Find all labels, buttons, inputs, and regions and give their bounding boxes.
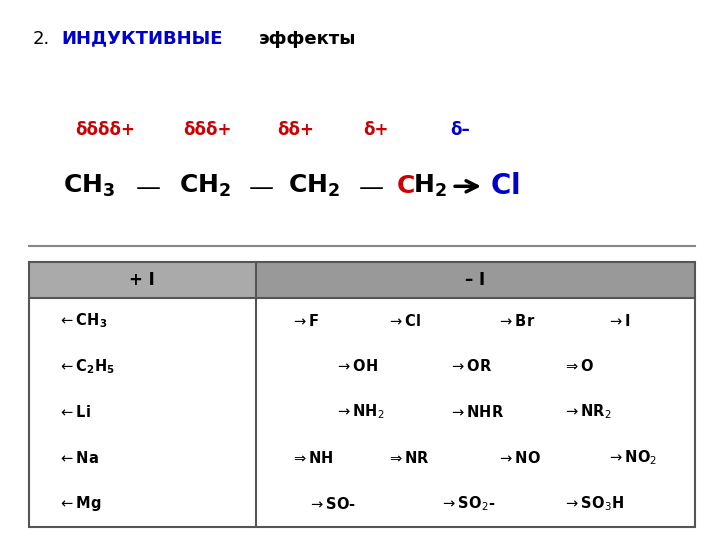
Bar bbox=[29, 262, 695, 526]
Text: $\mathbf{CH_3}$: $\mathbf{CH_3}$ bbox=[63, 173, 116, 199]
Text: $\Rightarrow$O: $\Rightarrow$O bbox=[563, 358, 595, 374]
Text: $\rightarrow$SO-: $\rightarrow$SO- bbox=[308, 496, 356, 511]
Text: $\rightarrow$NO: $\rightarrow$NO bbox=[498, 450, 541, 466]
Text: δδδδ+: δδδδ+ bbox=[76, 120, 135, 139]
Text: $\leftarrow\mathbf{Mg}$: $\leftarrow\mathbf{Mg}$ bbox=[58, 494, 102, 513]
Text: $\rightarrow$F: $\rightarrow$F bbox=[291, 313, 320, 328]
Text: δ+: δ+ bbox=[364, 120, 389, 139]
Text: $\mathbf{Cl}$: $\mathbf{Cl}$ bbox=[490, 172, 519, 200]
Text: $\rightarrow$NO$_2$: $\rightarrow$NO$_2$ bbox=[607, 449, 657, 467]
Text: $\mathbf{H_2}$: $\mathbf{H_2}$ bbox=[413, 173, 446, 199]
Text: $\leftarrow\mathbf{Li}$: $\leftarrow\mathbf{Li}$ bbox=[58, 404, 91, 420]
Text: $\mathbf{—}$: $\mathbf{—}$ bbox=[248, 174, 274, 198]
Text: $\leftarrow\mathbf{CH_3}$: $\leftarrow\mathbf{CH_3}$ bbox=[58, 311, 107, 330]
Text: δ–: δ– bbox=[450, 120, 469, 139]
Text: $\leftarrow\mathbf{C_2H_5}$: $\leftarrow\mathbf{C_2H_5}$ bbox=[58, 357, 114, 376]
Bar bbox=[29, 262, 256, 298]
Text: $\mathbf{—}$: $\mathbf{—}$ bbox=[135, 174, 161, 198]
Text: $\rightarrow$NHR: $\rightarrow$NHR bbox=[449, 404, 504, 420]
Text: $\rightarrow$SO$_2$-: $\rightarrow$SO$_2$- bbox=[440, 494, 495, 513]
Bar bbox=[256, 262, 695, 298]
Text: – I: – I bbox=[465, 271, 485, 289]
Text: $\mathbf{CH_2}$: $\mathbf{CH_2}$ bbox=[288, 173, 340, 199]
Text: $\rightarrow$Cl: $\rightarrow$Cl bbox=[387, 313, 422, 328]
Text: $\Rightarrow$NR: $\Rightarrow$NR bbox=[387, 450, 430, 466]
Text: $\rightarrow$SO$_3$H: $\rightarrow$SO$_3$H bbox=[563, 494, 624, 513]
Text: 2.: 2. bbox=[32, 30, 50, 48]
Text: $\rightarrow$I: $\rightarrow$I bbox=[607, 313, 631, 328]
Text: $\rightarrow$Br: $\rightarrow$Br bbox=[498, 313, 536, 328]
Text: $\rightarrow$OH: $\rightarrow$OH bbox=[335, 358, 378, 374]
Text: + I: + I bbox=[130, 271, 155, 289]
Text: $\mathbf{C}$: $\mathbf{C}$ bbox=[396, 174, 415, 198]
Text: $\rightarrow$NH$_2$: $\rightarrow$NH$_2$ bbox=[335, 403, 384, 421]
Text: $\rightarrow$NR$_2$: $\rightarrow$NR$_2$ bbox=[563, 403, 612, 421]
Text: $\Rightarrow$NH: $\Rightarrow$NH bbox=[291, 450, 333, 466]
Text: $\mathbf{—}$: $\mathbf{—}$ bbox=[358, 174, 384, 198]
Text: эффекты: эффекты bbox=[259, 30, 356, 48]
Text: ИНДУКТИВНЫЕ: ИНДУКТИВНЫЕ bbox=[61, 30, 222, 48]
Bar bbox=[29, 262, 695, 526]
Text: δδ+: δδ+ bbox=[277, 120, 314, 139]
Text: δδδ+: δδδ+ bbox=[184, 120, 232, 139]
Text: $\leftarrow\mathbf{Na}$: $\leftarrow\mathbf{Na}$ bbox=[58, 450, 99, 466]
Text: $\rightarrow$OR: $\rightarrow$OR bbox=[449, 358, 492, 374]
Text: $\mathbf{CH_2}$: $\mathbf{CH_2}$ bbox=[179, 173, 230, 199]
